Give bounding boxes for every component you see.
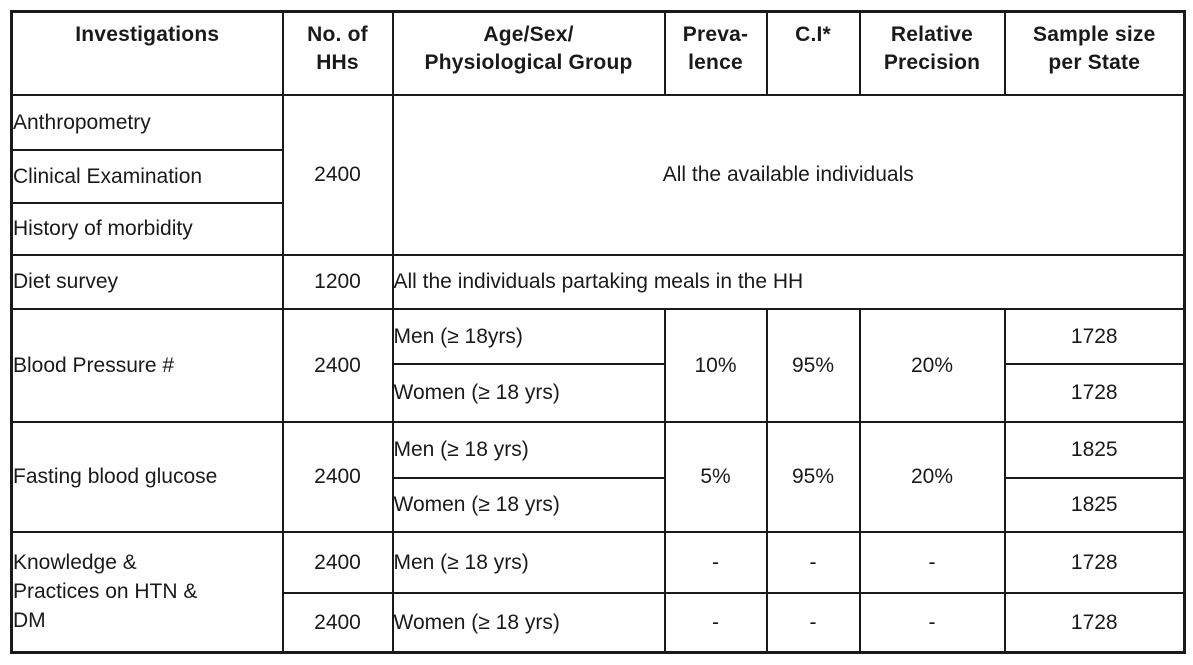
cell-relative-precision-fasting-blood-glucose: 20%	[858, 420, 1006, 533]
cell-ci-knowledge-practices-women: -	[765, 591, 861, 654]
cell-group-knowledge-practices-women: Women (≥ 18 yrs)	[391, 591, 666, 654]
cell-prevalence-fasting-blood-glucose: 5%	[663, 420, 768, 533]
cell-prevalence-knowledge-practices-men: -	[663, 530, 768, 594]
cell-group-blood-pressure-men: Men (≥ 18yrs)	[391, 307, 666, 365]
cell-investigation-history-of-morbidity: History of morbidity	[10, 201, 284, 256]
cell-investigation-clinical-examination: Clinical Examination	[10, 148, 284, 204]
cell-prevalence-knowledge-practices-women: -	[663, 591, 768, 654]
cell-relative-precision-blood-pressure: 20%	[858, 307, 1006, 423]
row-anthropometry: Anthropometry 2400 All the available ind…	[10, 93, 1186, 256]
cell-investigation-knowledge-practices: Knowledge & Practices on HTN & DM	[10, 530, 284, 654]
col-header-age-sex-group: Age/Sex/ Physiological Group	[391, 10, 666, 96]
cell-hhs-blood-pressure: 2400	[281, 307, 394, 423]
cell-sample-blood-pressure-men: 1728	[1003, 307, 1186, 365]
cell-group-diet-survey: All the individuals partaking meals in t…	[391, 253, 1186, 310]
cell-prevalence-blood-pressure: 10%	[663, 307, 768, 423]
col-header-prevalence: Preva- lence	[663, 10, 768, 96]
cell-sample-knowledge-practices-men: 1728	[1003, 530, 1186, 594]
cell-group-knowledge-practices-men: Men (≥ 18 yrs)	[391, 530, 666, 594]
cell-ci-knowledge-practices-men: -	[765, 530, 861, 594]
sampling-design-table: Investigations No. of HHs Age/Sex/ Physi…	[10, 10, 1186, 654]
col-header-ci: C.I*	[765, 10, 861, 96]
cell-investigation-anthropometry: Anthropometry	[10, 93, 284, 151]
cell-investigation-diet-survey: Diet survey	[10, 253, 284, 310]
cell-sample-fasting-blood-glucose-women: 1825	[1003, 476, 1186, 533]
cell-investigation-blood-pressure: Blood Pressure #	[10, 307, 284, 423]
row-knowledge-practices-women: 2400 Women (≥ 18 yrs) - - - 1728	[12, 591, 1186, 654]
row-fasting-blood-glucose-women: Women (≥ 18 yrs) 1825	[12, 476, 1186, 533]
cell-hhs-knowledge-practices-men: 2400	[281, 530, 394, 594]
cell-group-household: All the available individuals	[391, 93, 1186, 256]
col-header-relative-precision: Relative Precision	[858, 10, 1006, 96]
header-row: Investigations No. of HHs Age/Sex/ Physi…	[10, 10, 1186, 96]
cell-ci-blood-pressure: 95%	[765, 307, 861, 423]
cell-investigation-fasting-blood-glucose: Fasting blood glucose	[10, 420, 284, 533]
row-history-of-morbidity: History of morbidity	[10, 201, 1185, 256]
col-header-investigations: Investigations	[10, 10, 284, 96]
cell-group-blood-pressure-women: Women (≥ 18 yrs)	[391, 362, 666, 423]
cell-group-fasting-blood-glucose-women: Women (≥ 18 yrs)	[391, 476, 666, 533]
cell-relative-precision-knowledge-practices-men: -	[858, 530, 1006, 594]
cell-group-fasting-blood-glucose-men: Men (≥ 18 yrs)	[391, 420, 666, 479]
cell-hhs-diet-survey: 1200	[281, 253, 394, 310]
row-blood-pressure-men: Blood Pressure # 2400 Men (≥ 18yrs) 10% …	[10, 307, 1186, 423]
cell-sample-blood-pressure-women: 1728	[1003, 362, 1186, 423]
cell-sample-knowledge-practices-women: 1728	[1003, 591, 1186, 654]
col-header-sample-size: Sample size per State	[1003, 10, 1186, 96]
row-blood-pressure-women: Women (≥ 18 yrs) 1728	[12, 362, 1186, 423]
row-fasting-blood-glucose-men: Fasting blood glucose 2400 Men (≥ 18 yrs…	[10, 420, 1186, 533]
cell-relative-precision-knowledge-practices-women: -	[858, 591, 1006, 654]
row-diet-survey: Diet survey 1200 All the individuals par…	[10, 253, 1186, 310]
cell-hhs-knowledge-practices-women: 2400	[281, 591, 394, 654]
cell-ci-fasting-blood-glucose: 95%	[765, 420, 861, 533]
row-knowledge-practices-men: Knowledge & Practices on HTN & DM 2400 M…	[10, 530, 1186, 654]
cell-hhs-household-group: 2400	[281, 93, 394, 256]
cell-hhs-fasting-blood-glucose: 2400	[281, 420, 394, 533]
cell-sample-fasting-blood-glucose-men: 1825	[1003, 420, 1186, 479]
col-header-no-of-hhs: No. of HHs	[281, 10, 394, 96]
row-clinical-examination: Clinical Examination	[10, 148, 1185, 204]
